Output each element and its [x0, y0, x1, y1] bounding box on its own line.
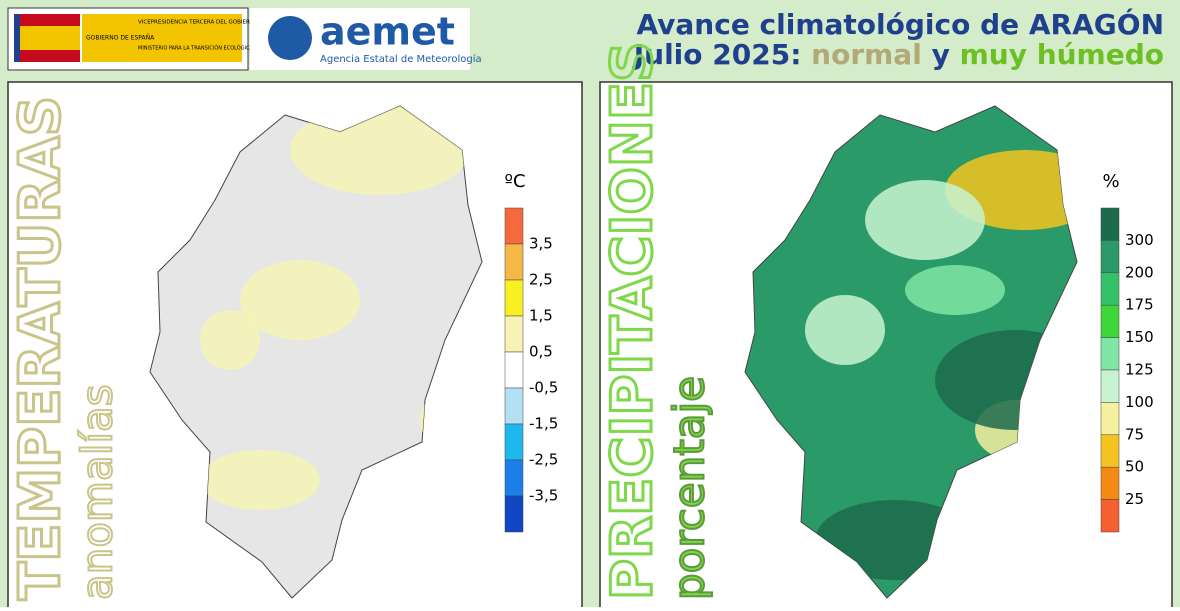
panel-subtitle: porcentaje	[665, 376, 714, 600]
map-zone	[200, 310, 260, 370]
subtitle: Julio 2025: normal y muy húmedo	[632, 38, 1164, 71]
legend-label: -1,5	[529, 415, 558, 433]
legend-label: -0,5	[529, 379, 558, 397]
title: Avance climatológico de ARAGÓN	[636, 7, 1164, 41]
panel-title: PRECIPITACIONES	[600, 42, 665, 600]
gov-band	[82, 14, 242, 62]
legend-label: 150	[1125, 328, 1154, 346]
legend-label: 175	[1125, 296, 1154, 314]
subtitle-part: Julio 2025:	[632, 38, 802, 71]
flag-eu	[14, 14, 20, 62]
legend-label: 25	[1125, 490, 1144, 508]
panel: TEMPERATURAS anomalías ºC 3,5 2,5 1,5 0,5 -0,5 -…	[7, 81, 583, 611]
legend-swatch	[1100, 466, 1120, 500]
legend-label: 125	[1125, 361, 1154, 379]
agency: Agencia Estatal de Meteorología	[320, 53, 482, 65]
map-zone	[805, 295, 885, 365]
legend-swatch	[504, 423, 524, 461]
legend-swatch	[1100, 304, 1120, 338]
legend-swatch	[504, 495, 524, 533]
subtitle-part: muy húmedo	[960, 38, 1164, 71]
legend-swatch	[504, 387, 524, 425]
legend-swatch	[1100, 207, 1120, 241]
legend-label: 200	[1125, 263, 1154, 281]
legend-label: 3,5	[529, 235, 553, 253]
legend-label: 1,5	[529, 307, 553, 325]
map-zone	[865, 180, 985, 260]
panels: TEMPERATURAS anomalías ºC 3,5 2,5 1,5 0,5 -0,5 -…	[7, 40, 1173, 611]
legend-swatch	[1100, 272, 1120, 306]
vice-text: VICEPRESIDENCIA TERCERA DEL GOBIERNO	[138, 20, 259, 26]
flag-red	[20, 50, 80, 62]
legend-label: 300	[1125, 231, 1154, 249]
legend-label: -3,5	[529, 487, 558, 505]
map-zone	[200, 450, 320, 510]
legend-label: 50	[1125, 458, 1144, 476]
legend-swatch	[504, 243, 524, 281]
legend-swatch	[504, 207, 524, 245]
legend-swatch	[1100, 337, 1120, 371]
map-zone	[240, 260, 360, 340]
legend-swatch	[1100, 402, 1120, 436]
legend-swatch	[504, 279, 524, 317]
gov-text: GOBIERNO DE ESPAÑA	[86, 35, 155, 42]
ministry-text: MINISTERIO PARA LA TRANSICIÓN ECOLÓGICA …	[138, 45, 320, 52]
legend-swatch	[1100, 499, 1120, 533]
legend-swatch	[504, 459, 524, 497]
map-zone	[905, 265, 1005, 315]
panel-subtitle: anomalías	[73, 384, 122, 600]
legend-label: 100	[1125, 393, 1154, 411]
legend-label: 2,5	[529, 271, 553, 289]
aemet-logo	[268, 16, 312, 60]
legend-swatch	[1100, 240, 1120, 274]
subtitle-part: y	[932, 38, 950, 71]
legend-swatch	[504, 351, 524, 389]
legend-label: 0,5	[529, 343, 553, 361]
legend-label: -2,5	[529, 451, 558, 469]
legend-unit: ºC	[504, 171, 525, 192]
legend-label: 75	[1125, 425, 1144, 443]
subtitle-part: normal	[811, 38, 922, 71]
flag-red	[20, 14, 80, 26]
panel: PRECIPITACIONES porcentaje% 300 200 175 150 12…	[599, 40, 1173, 611]
legend-swatch	[1100, 434, 1120, 468]
brand: aemet	[320, 10, 455, 54]
legend-swatch	[1100, 369, 1120, 403]
panel-title: TEMPERATURAS	[8, 96, 73, 600]
legend-unit: %	[1102, 171, 1119, 192]
legend-swatch	[504, 315, 524, 353]
